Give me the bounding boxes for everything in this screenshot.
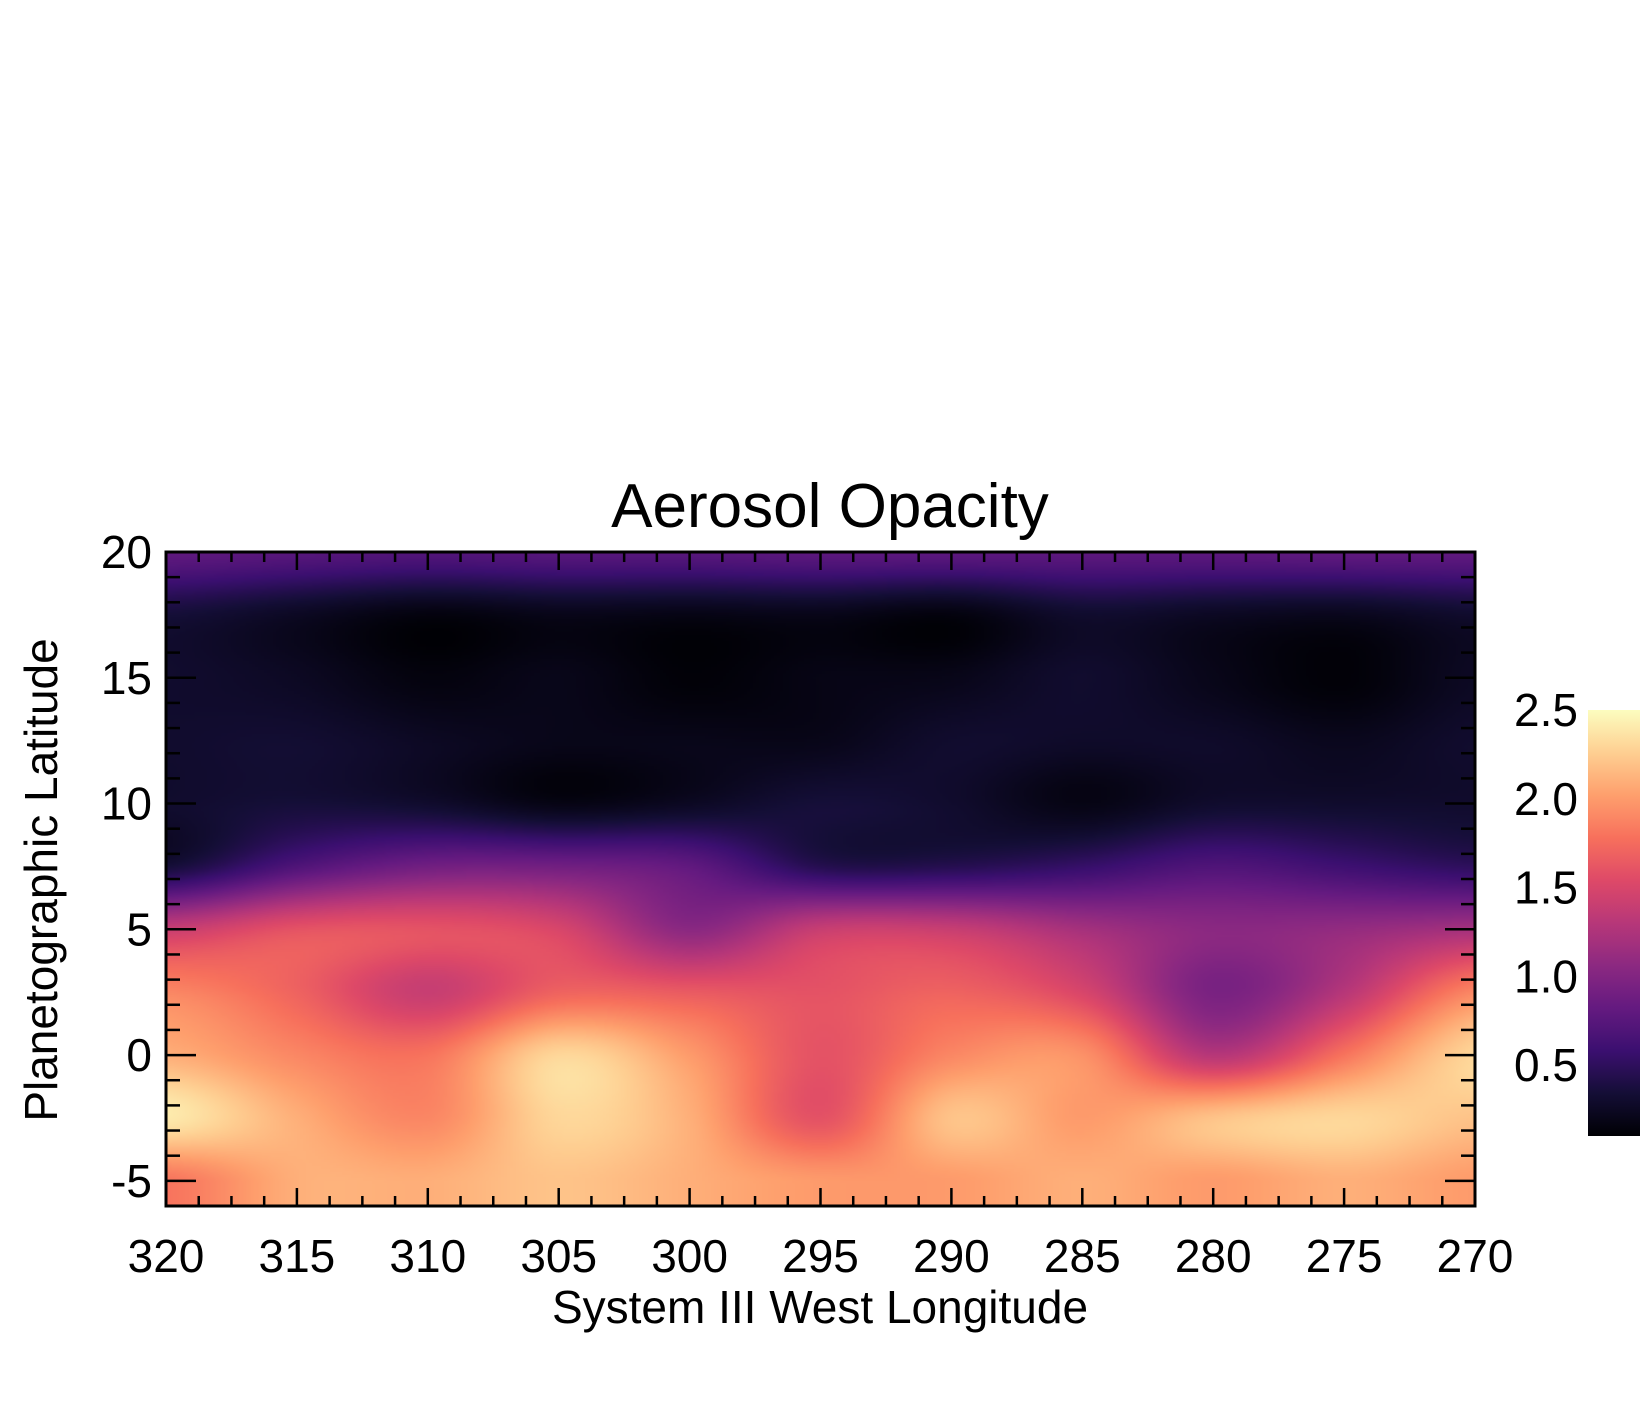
colorbar-tick-label: 0.5 [1514, 1039, 1578, 1091]
y-axis-ticks: 20 15 10 5 0 -5 [101, 526, 1475, 1208]
heatmap-image [166, 552, 1475, 1206]
colorbar-tick-label: 2.0 [1514, 773, 1578, 825]
x-axis-ticks: 320 315 310 305 300 295 290 285 280 275 270 [128, 552, 1514, 1282]
y-tick-label: 15 [101, 652, 152, 704]
chart-title: Aerosol Opacity [611, 472, 1049, 541]
x-tick-label: 305 [520, 1230, 597, 1282]
x-tick-label: 275 [1306, 1230, 1383, 1282]
colorbar-tick-label: 1.0 [1514, 950, 1578, 1002]
x-tick-label: 310 [389, 1230, 466, 1282]
x-axis-label: System III West Longitude [552, 1281, 1088, 1333]
colorbar-tick-labels: 2.5 2.0 1.5 1.0 0.5 [1514, 684, 1578, 1091]
x-tick-label: 270 [1437, 1230, 1514, 1282]
x-tick-label: 320 [128, 1230, 205, 1282]
y-axis-label: Planetographic Latitude [15, 638, 67, 1121]
colorbar-tick-label: 2.5 [1514, 684, 1578, 736]
colorbar-tick-label: 1.5 [1514, 862, 1578, 914]
x-tick-label: 300 [651, 1230, 728, 1282]
y-tick-label: 10 [101, 778, 152, 830]
x-tick-label: 315 [259, 1230, 336, 1282]
y-tick-label: 20 [101, 526, 152, 578]
x-tick-label: 280 [1175, 1230, 1252, 1282]
y-tick-label: -5 [111, 1155, 152, 1207]
y-tick-label: 5 [126, 903, 152, 955]
x-tick-label: 290 [913, 1230, 990, 1282]
y-tick-label: 0 [126, 1029, 152, 1081]
colorbar [1588, 710, 1640, 1136]
x-tick-label: 295 [782, 1230, 859, 1282]
x-tick-label: 285 [1044, 1230, 1121, 1282]
